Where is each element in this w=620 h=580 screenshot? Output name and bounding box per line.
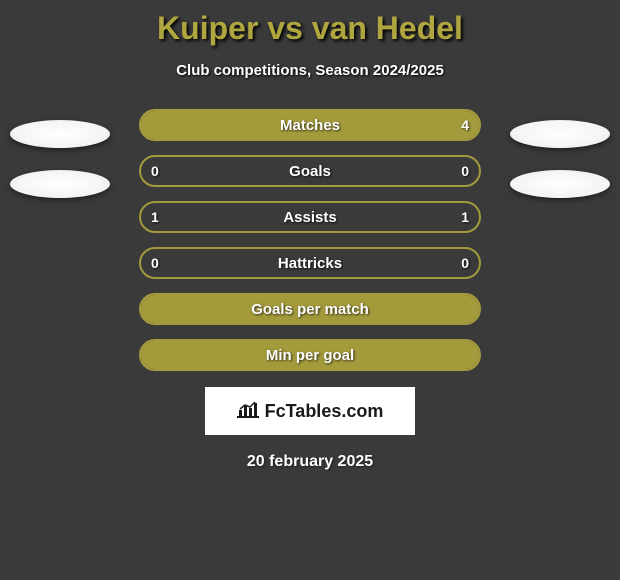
stat-value-right: 4 — [461, 117, 469, 133]
chart-icon — [237, 400, 259, 423]
left-player-badges — [10, 120, 110, 198]
stat-label: Assists — [283, 209, 336, 226]
player-badge — [10, 170, 110, 198]
stat-row: 0 Goals 0 — [139, 155, 481, 187]
player-badge — [510, 120, 610, 148]
stat-value-left: 0 — [151, 163, 159, 179]
stat-row: Goals per match — [139, 293, 481, 325]
brand-text: FcTables.com — [265, 401, 384, 422]
stat-value-right: 1 — [461, 209, 469, 225]
stat-row: Matches 4 — [139, 109, 481, 141]
player-badge — [10, 120, 110, 148]
stat-value-right: 0 — [461, 255, 469, 271]
stat-label: Matches — [280, 117, 340, 134]
right-player-badges — [510, 120, 610, 198]
page-title: Kuiper vs van Hedel — [0, 0, 620, 47]
stat-row: 0 Hattricks 0 — [139, 247, 481, 279]
stat-value-left: 0 — [151, 255, 159, 271]
player-badge — [510, 170, 610, 198]
stat-value-right: 0 — [461, 163, 469, 179]
stat-label: Goals per match — [251, 301, 369, 318]
brand-banner: FcTables.com — [205, 387, 415, 435]
footer-date: 20 february 2025 — [0, 453, 620, 471]
stat-value-left: 1 — [151, 209, 159, 225]
stat-row: Min per goal — [139, 339, 481, 371]
stat-label: Hattricks — [278, 255, 342, 272]
stat-label: Min per goal — [266, 347, 354, 364]
page-subtitle: Club competitions, Season 2024/2025 — [0, 62, 620, 79]
stat-row: 1 Assists 1 — [139, 201, 481, 233]
stat-label: Goals — [289, 163, 331, 180]
